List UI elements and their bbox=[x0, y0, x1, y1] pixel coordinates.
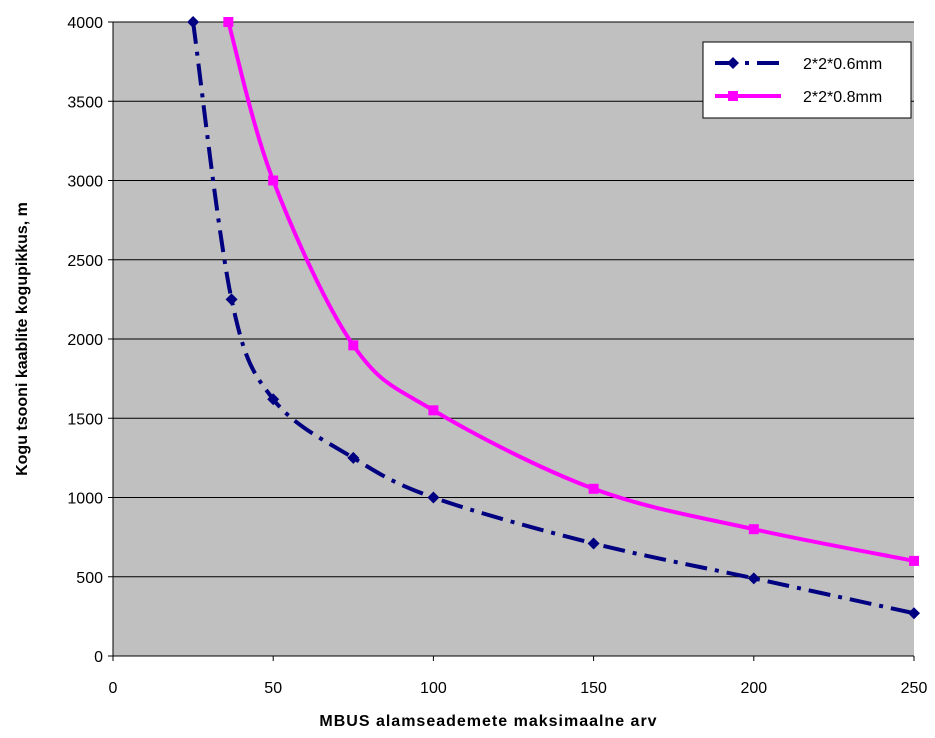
data-point bbox=[588, 483, 599, 494]
y-tick-label: 4000 bbox=[67, 15, 103, 32]
series-1 bbox=[187, 16, 920, 620]
legend-label: 2*2*0.8mm bbox=[803, 89, 882, 106]
x-axis-title: MBUS alamseademete maksimaalne arv bbox=[319, 713, 657, 730]
x-tick-label: 150 bbox=[580, 680, 607, 697]
data-point bbox=[908, 607, 920, 620]
legend-marker bbox=[728, 91, 738, 101]
data-point bbox=[348, 340, 359, 351]
data-point bbox=[587, 537, 600, 550]
x-tick-label: 250 bbox=[901, 680, 928, 697]
x-tick-label: 100 bbox=[420, 680, 447, 697]
y-tick-label: 2500 bbox=[67, 253, 103, 270]
legend-marker bbox=[727, 57, 739, 69]
data-point bbox=[268, 175, 279, 186]
legend-item: 2*2*0.6mm bbox=[715, 56, 882, 73]
data-point bbox=[223, 17, 234, 27]
y-axis-title: Kogu tsooni kaablite kogupikkus, m bbox=[14, 202, 31, 476]
y-tick-label: 3500 bbox=[67, 94, 103, 111]
data-point bbox=[225, 293, 238, 306]
y-tick-label: 3000 bbox=[67, 174, 103, 191]
legend-label: 2*2*0.6mm bbox=[803, 56, 882, 73]
data-point bbox=[747, 572, 760, 585]
data-point bbox=[909, 555, 919, 566]
data-point bbox=[428, 405, 439, 416]
x-tick-label: 200 bbox=[740, 680, 767, 697]
y-tick-label: 1500 bbox=[67, 411, 103, 428]
data-point bbox=[347, 451, 360, 464]
data-point bbox=[187, 16, 200, 28]
series-2 bbox=[223, 17, 919, 566]
series-line bbox=[191, 21, 915, 616]
data-point bbox=[267, 393, 280, 406]
series-group bbox=[187, 16, 920, 620]
y-tick-label: 2000 bbox=[67, 332, 103, 349]
y-tick-label: 1000 bbox=[67, 491, 103, 508]
y-tick-label: 500 bbox=[76, 570, 103, 587]
y-axis-ticks: 0 500 1000 1500 2000 2500 3000 3500 4000 bbox=[67, 15, 113, 666]
y-tick-label: 0 bbox=[94, 649, 103, 666]
x-tick-label: 0 bbox=[109, 680, 118, 697]
data-point bbox=[748, 524, 759, 535]
data-point bbox=[427, 491, 440, 504]
legend-item: 2*2*0.8mm bbox=[715, 89, 882, 106]
x-axis-ticks: 0 50 100 150 200 250 bbox=[109, 656, 928, 697]
legend: 2*2*0.6mm 2*2*0.8mm bbox=[702, 41, 912, 119]
legend-box bbox=[702, 41, 912, 119]
x-tick-label: 50 bbox=[264, 680, 282, 697]
